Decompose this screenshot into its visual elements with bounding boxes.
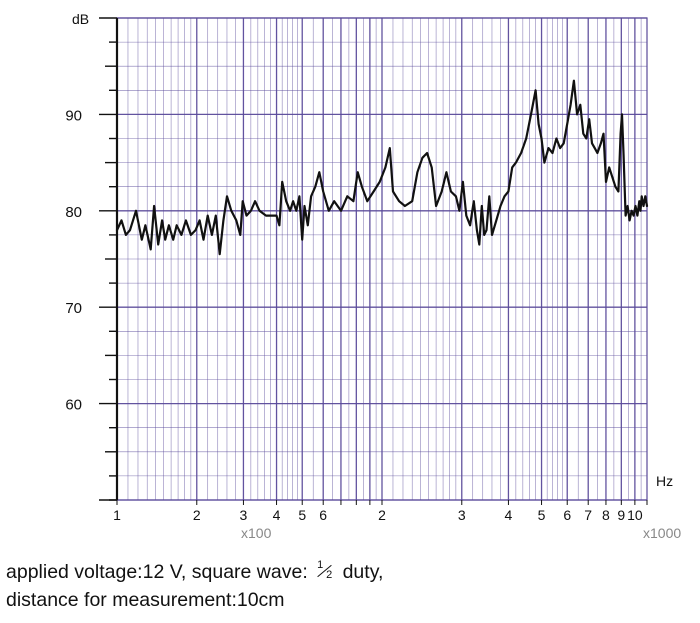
y-axis-label: dB	[72, 11, 89, 27]
sound-pressure-level-line	[115, 79, 649, 256]
x-tick-label: 3	[240, 507, 248, 523]
x-tick-label: 5	[538, 507, 546, 523]
y-tick-label: 60	[65, 397, 82, 414]
x-tick-label: 10	[627, 507, 643, 523]
x-tick-label: 4	[273, 507, 281, 523]
x-axis-ticks: 1 2 3 4 5 6 2 3 4 5 6 7 8 9 10	[113, 500, 648, 523]
x-tick-label: 8	[602, 507, 610, 523]
x-tick-label: 9	[617, 507, 625, 523]
series	[115, 79, 649, 256]
y-tick-label: 70	[65, 300, 82, 317]
caption-line-2: distance for measurement:10cm	[6, 589, 285, 611]
caption-voltage-text: applied voltage:12 V, square wave:	[6, 561, 308, 583]
caption-duty-text: duty,	[337, 561, 384, 583]
x-axis-label: Hz	[656, 473, 673, 489]
y-axis: 60 70 80 90	[65, 17, 119, 501]
x-tick-label: 5	[298, 507, 306, 523]
fraction-denominator: 2	[326, 569, 333, 581]
fraction-numerator: 1	[317, 559, 324, 571]
x-tick-label: 1	[113, 507, 121, 523]
x-tick-label: 2	[193, 507, 201, 523]
x-multiplier-label-2: x1000	[643, 525, 681, 541]
y-tick-label: 90	[65, 107, 82, 124]
x-tick-label: 7	[584, 507, 592, 523]
x-tick-label: 3	[458, 507, 466, 523]
x-multiplier-label-1: x100	[241, 525, 272, 541]
x-tick-label: 4	[505, 507, 513, 523]
y-tick-label: 80	[65, 204, 82, 221]
x-tick-label: 6	[319, 507, 327, 523]
grid	[116, 17, 648, 501]
x-tick-label: 6	[563, 507, 571, 523]
x-tick-label: 2	[378, 507, 386, 523]
